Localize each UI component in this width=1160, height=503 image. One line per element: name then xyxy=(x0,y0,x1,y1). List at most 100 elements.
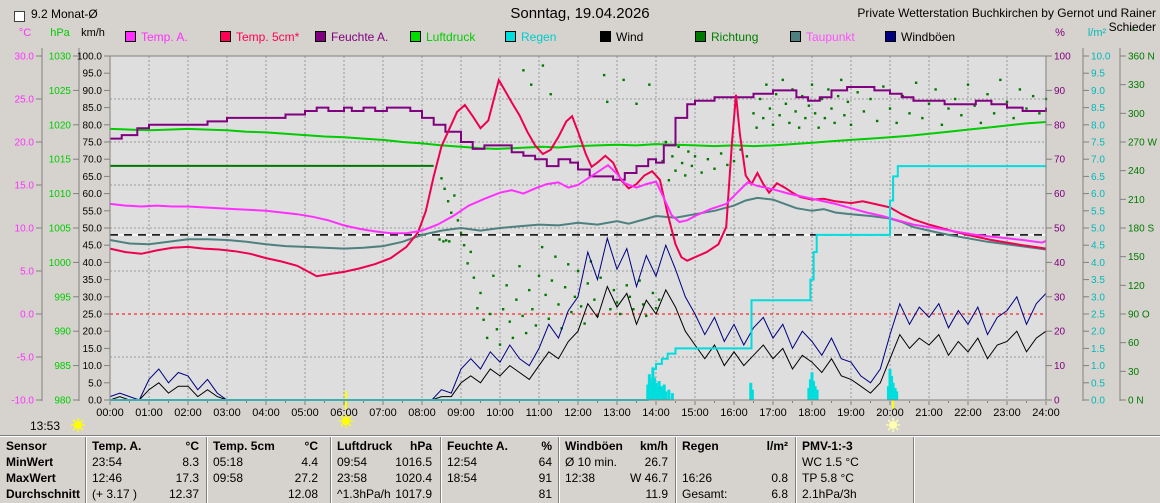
legend-item-regen: Regen xyxy=(505,30,556,44)
table-cell: Temp. A. xyxy=(92,439,142,453)
axis-tick-label: -5.0 xyxy=(17,353,35,364)
axis-tick-label: 7.5 xyxy=(1091,138,1105,149)
axis-tick-label: 70 xyxy=(1054,155,1066,166)
axis-unit-°C: °C xyxy=(18,27,32,39)
x-tick-label: 08:00 xyxy=(408,407,436,419)
table-cell: 05:18 xyxy=(213,455,244,469)
axis-tick-label: 80.0 xyxy=(83,120,103,131)
table-column-separator xyxy=(206,437,208,503)
legend-item-temp-a-: Temp. A. xyxy=(125,30,188,44)
axis-tick-label: 10.0 xyxy=(15,224,35,235)
table-cell: WC 1.5 °C xyxy=(802,455,859,469)
axis-tick-label: 10 xyxy=(1054,361,1066,372)
table-cell: Windböen xyxy=(565,439,623,453)
table-column-separator xyxy=(558,437,560,503)
legend-label: Windböen xyxy=(901,30,956,44)
legend-item-windb-en: Windböen xyxy=(885,30,955,44)
x-tick-label: 17:00 xyxy=(759,407,787,419)
axis-tick-label: 8.0 xyxy=(1091,120,1105,131)
axis-tick-label: 1.0 xyxy=(1091,361,1105,372)
series-temp-a- xyxy=(109,163,1047,244)
table-cell: hPa xyxy=(409,439,432,453)
legend-swatch xyxy=(125,31,136,42)
axis-tick-label: 1010 xyxy=(49,189,72,200)
axis-tick-label: 65.0 xyxy=(83,172,103,183)
table-cell: 1016.5 xyxy=(395,455,432,469)
table-column-separator xyxy=(85,437,87,503)
table-cell: MinWert xyxy=(6,455,54,469)
x-tick-label: 20:00 xyxy=(876,407,904,419)
table-cell: °C xyxy=(304,439,318,453)
axis-tick-label: 10.0 xyxy=(83,361,103,372)
table-cell: Luftdruck xyxy=(337,439,393,453)
axis-tick-label: 0.0 xyxy=(88,396,102,407)
table-cell: 64 xyxy=(538,455,552,469)
table-cell: Sensor xyxy=(6,439,47,453)
axis-tick-label: 35.0 xyxy=(83,275,103,286)
axis-tick-label: 30 xyxy=(1128,367,1140,378)
axis-tick-label: 30.0 xyxy=(83,292,103,303)
x-tick-label: 05:00 xyxy=(291,407,319,419)
table-cell: W 46.7 xyxy=(629,471,668,485)
axis-tick-label: 60 xyxy=(1054,189,1066,200)
x-tick-label: 13:00 xyxy=(603,407,631,419)
table-cell: 0.8 xyxy=(771,471,788,485)
axis-tick-label: 10.0 xyxy=(1091,52,1111,63)
sun-icon xyxy=(341,417,350,425)
axis-tick-label: 2.5 xyxy=(1091,310,1105,321)
axis-tick-label: 270 W xyxy=(1128,138,1157,149)
axis-tick-label: 40.0 xyxy=(83,258,103,269)
axis-tick-label: 80 xyxy=(1054,120,1066,131)
axis-tick-label: 15.0 xyxy=(15,181,35,192)
sun-icon xyxy=(74,421,82,429)
x-tick-label: 16:00 xyxy=(720,407,748,419)
axis-tick-label: 25.0 xyxy=(83,310,103,321)
axis-tick-label: 980 xyxy=(54,396,71,407)
axis-tick-label: 7.0 xyxy=(1091,155,1105,166)
table-cell: % xyxy=(541,439,552,453)
stats-table: Sensor MinWert MaxWert Durchschnitt Temp. A.… xyxy=(0,437,1160,503)
table-cell: Feuchte A. xyxy=(447,439,508,453)
table-cell: 12:38 xyxy=(565,471,596,485)
legend-item-wind: Wind xyxy=(600,30,643,44)
x-tick-label: 03:00 xyxy=(213,407,241,419)
x-tick-label: 14:00 xyxy=(642,407,670,419)
x-tick-label: 09:00 xyxy=(447,407,475,419)
table-cell: 23:54 xyxy=(92,455,123,469)
table-cell: 81 xyxy=(538,487,552,501)
table-cell: MaxWert xyxy=(6,471,56,485)
axis-unit-km/h: km/h xyxy=(81,27,105,39)
axis-unit-hPa: hPa xyxy=(50,27,70,39)
axis-tick-label: 8.5 xyxy=(1091,103,1105,114)
sun-icon xyxy=(889,421,898,429)
axis-tick-label: 5.5 xyxy=(1091,206,1105,217)
axis-tick-label: 55.0 xyxy=(83,206,103,217)
axis-tick-label: 50 xyxy=(1054,224,1066,235)
series-feuchte-a- xyxy=(110,86,1047,181)
axis-tick-label: 240 xyxy=(1128,166,1145,177)
axis-tick-label: 3.0 xyxy=(1091,292,1105,303)
legend-label: Luftdruck xyxy=(426,30,476,44)
table-cell: Durchschnitt xyxy=(6,487,81,501)
table-cell: 18:54 xyxy=(447,471,478,485)
axis-unit-°: ° xyxy=(1130,27,1136,39)
axis-tick-label: 3.5 xyxy=(1091,275,1105,286)
x-tick-label: 07:00 xyxy=(369,407,397,419)
legend-swatch xyxy=(600,31,611,42)
legend-item-feuchte-a-: Feuchte A. xyxy=(315,30,388,44)
axis-tick-label: 300 xyxy=(1128,109,1145,120)
table-cell: 1020.4 xyxy=(395,471,432,485)
table-column-separator xyxy=(913,437,915,503)
month-average-checkbox[interactable] xyxy=(14,11,25,22)
table-cell: l/m² xyxy=(766,439,788,453)
table-cell: 12:46 xyxy=(92,471,123,485)
table-cell: Ø 10 min. xyxy=(565,455,618,469)
table-cell: 27.2 xyxy=(294,471,318,485)
legend-label: Feuchte A. xyxy=(331,30,389,44)
x-tick-label: 19:00 xyxy=(837,407,865,419)
legend-label: Temp. A. xyxy=(141,30,188,44)
x-tick-label: 12:00 xyxy=(564,407,592,419)
axis-tick-label: 0 N xyxy=(1128,396,1144,407)
axis-tick-label: 15.0 xyxy=(83,344,103,355)
legend-item-temp-5cm-: Temp. 5cm* xyxy=(220,30,299,44)
